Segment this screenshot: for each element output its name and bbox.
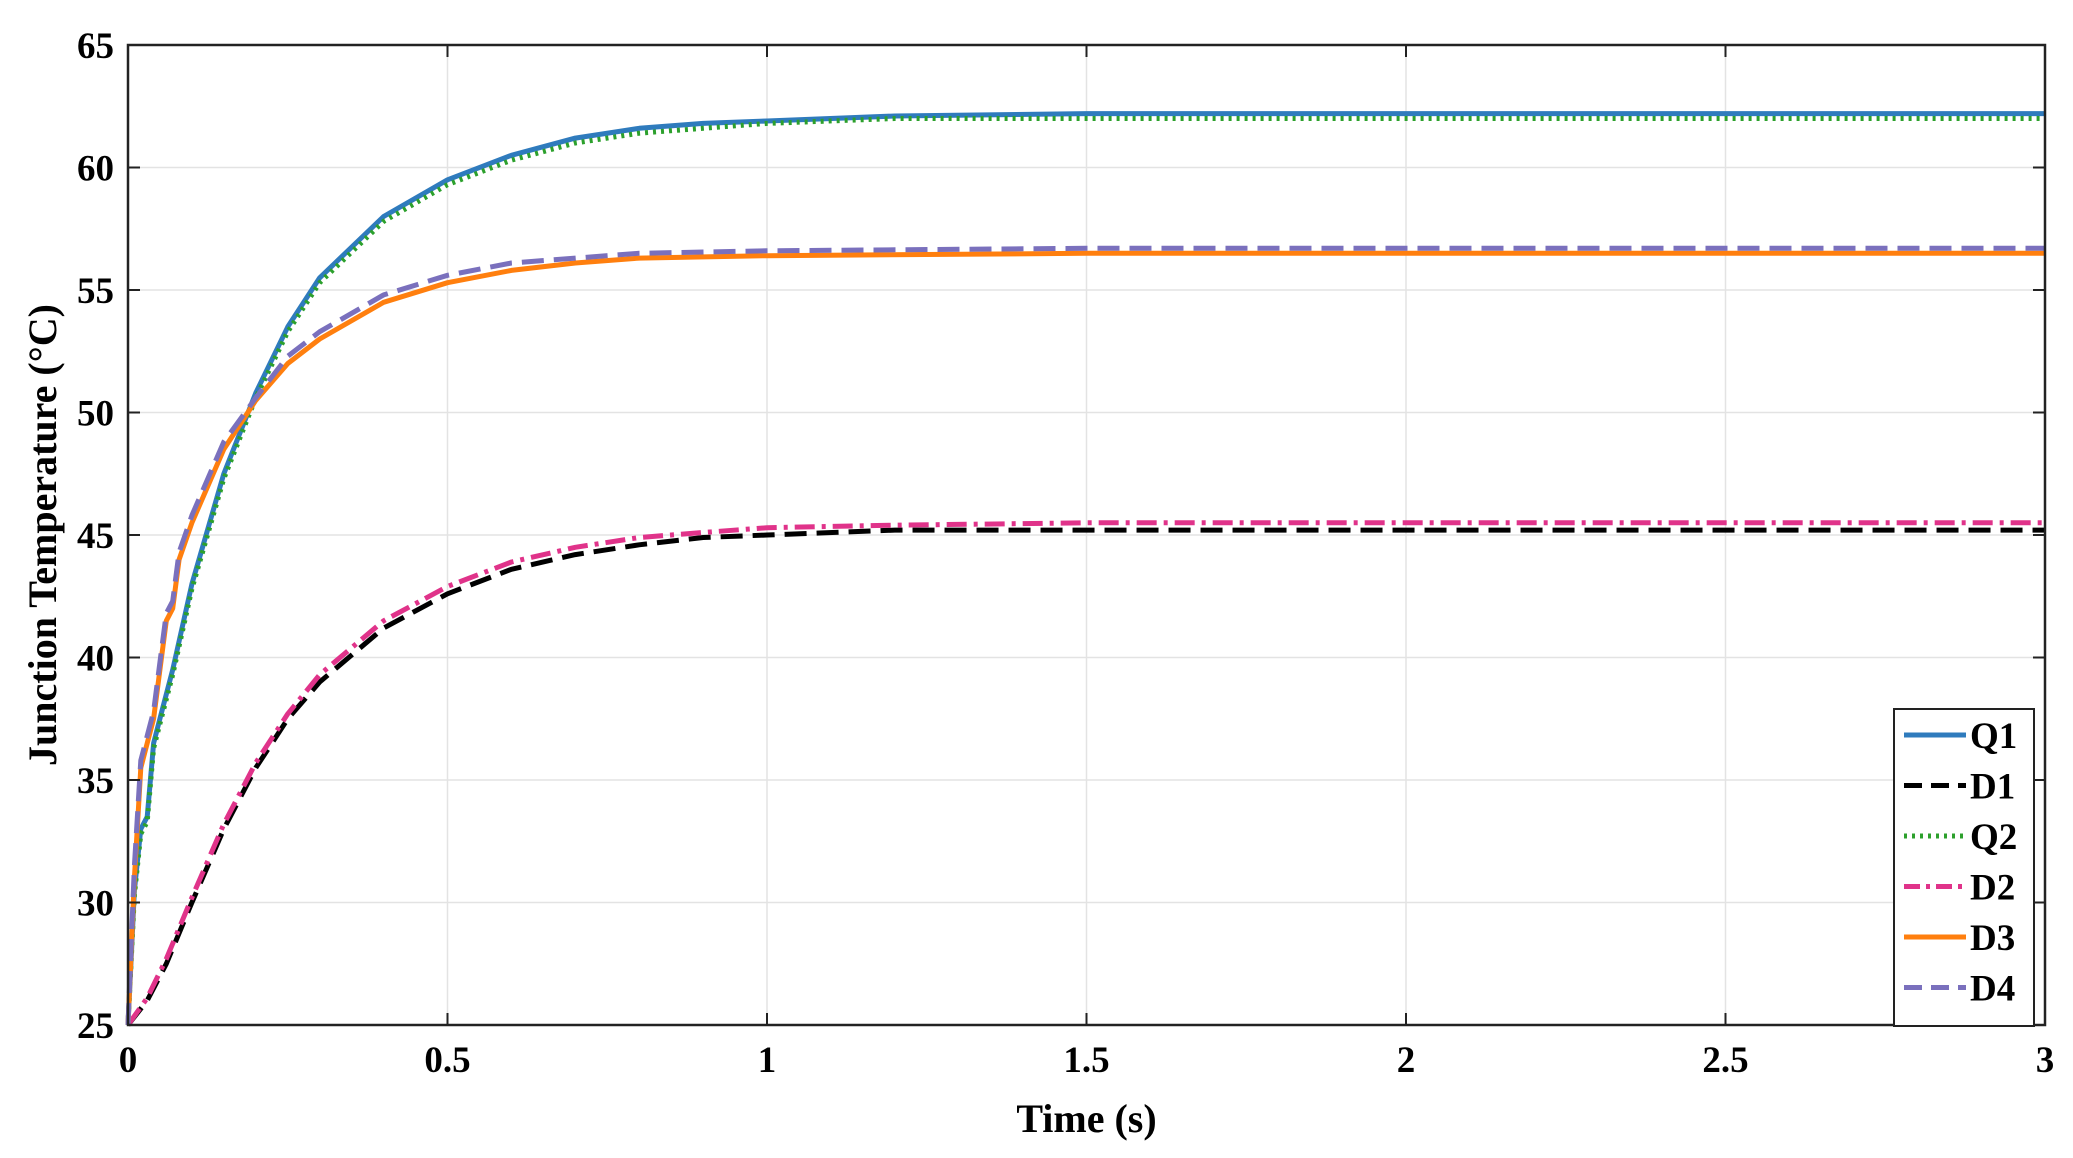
y-tick-label: 65 xyxy=(77,26,114,67)
y-tick-label: 60 xyxy=(77,149,114,190)
y-axis-label: Junction Temperature (°C) xyxy=(20,304,65,766)
legend-label: D3 xyxy=(1970,918,2015,959)
series-group xyxy=(125,111,2045,1027)
legend: Q1 D1 Q2 D2 D3 D4 xyxy=(1893,708,2035,1027)
x-tick-label: 1.5 xyxy=(1063,1040,1109,1081)
ticks: 0 0.5 1 1.5 2 2.5 3 25 30 35 40 45 50 55 60 65 xyxy=(77,26,2054,1081)
y-tick-label: 45 xyxy=(77,516,114,557)
x-tick-label: 1 xyxy=(758,1040,777,1081)
y-tick-label: 55 xyxy=(77,271,114,312)
series-line-d2 xyxy=(125,520,2045,1027)
grid xyxy=(128,45,2045,1025)
legend-box xyxy=(1893,708,2035,1027)
legend-label: Q2 xyxy=(1970,817,2017,858)
x-tick-label: 3 xyxy=(2036,1040,2055,1081)
y-tick-label: 30 xyxy=(77,884,114,925)
x-tick-label: 0 xyxy=(119,1040,138,1081)
x-tick-label: 2.5 xyxy=(1702,1040,1748,1081)
y-tick-label: 40 xyxy=(77,639,114,680)
y-tick-label: 50 xyxy=(77,394,114,435)
y-tick-label: 35 xyxy=(77,761,114,802)
legend-label: D4 xyxy=(1970,969,2015,1010)
x-tick-label: 0.5 xyxy=(424,1040,470,1081)
x-tick-label: 2 xyxy=(1397,1040,1416,1081)
series-line-d1 xyxy=(126,527,2045,1027)
series-line-q1 xyxy=(125,111,2045,1026)
y-tick-label: 25 xyxy=(77,1006,114,1047)
legend-label: D1 xyxy=(1970,767,2015,808)
legend-label: D2 xyxy=(1970,868,2015,909)
legend-label: Q1 xyxy=(1970,716,2017,757)
x-axis-label: Time (s) xyxy=(1016,1096,1156,1141)
series-line-q2 xyxy=(125,116,2045,1026)
series-line-d4 xyxy=(125,245,2045,1026)
